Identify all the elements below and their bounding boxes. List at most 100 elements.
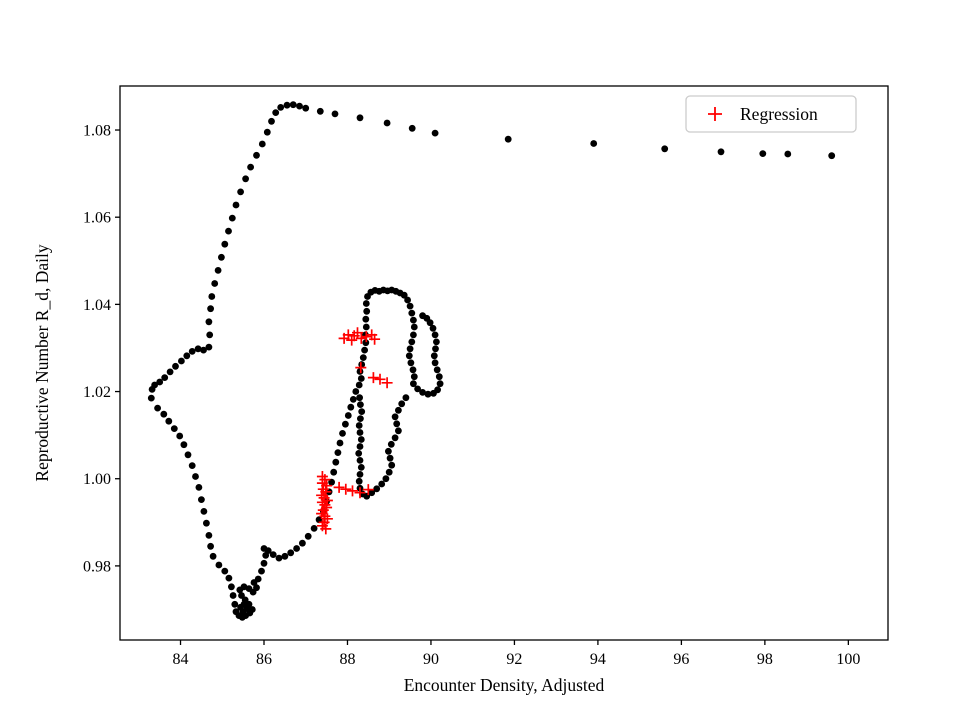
- data-point: [391, 434, 399, 442]
- x-tick-label: 86: [256, 651, 272, 668]
- data-point: [156, 378, 164, 386]
- data-point: [228, 214, 236, 222]
- data-point: [228, 583, 235, 591]
- data-point: [206, 331, 214, 339]
- data-point: [408, 338, 416, 346]
- regression-marker: [355, 332, 367, 344]
- data-point: [344, 412, 352, 419]
- legend-frame: [685, 95, 857, 133]
- data-point: [363, 307, 371, 315]
- data-point: [784, 150, 792, 158]
- data-point: [357, 401, 364, 408]
- data-point: [232, 201, 240, 209]
- data-point: [435, 373, 443, 381]
- data-point: [268, 117, 275, 125]
- regression-marker: [347, 485, 358, 497]
- data-point: [176, 432, 184, 440]
- data-point: [328, 478, 335, 486]
- x-tick-label: 94: [590, 651, 606, 668]
- x-tick-label: 96: [673, 651, 689, 668]
- data-point: [225, 227, 232, 235]
- data-point: [409, 366, 417, 374]
- data-point: [406, 345, 414, 353]
- y-tick-label: 0.98: [83, 558, 111, 575]
- y-tick-label: 1.06: [83, 210, 111, 227]
- data-point: [433, 338, 440, 346]
- data-point: [410, 331, 417, 339]
- data-point: [299, 539, 306, 547]
- data-point: [151, 381, 159, 389]
- data-point: [414, 385, 421, 393]
- data-point: [221, 240, 229, 248]
- x-tick-label: 92: [506, 651, 522, 668]
- data-point: [386, 454, 394, 462]
- x-tick-label: 84: [173, 651, 189, 668]
- data-point: [293, 545, 300, 552]
- data-point: [352, 388, 360, 395]
- data-point: [355, 381, 363, 389]
- data-point: [407, 359, 415, 367]
- data-point: [355, 450, 363, 457]
- data-point: [331, 110, 339, 118]
- data-point: [419, 389, 426, 396]
- data-point: [194, 345, 202, 353]
- data-point: [231, 600, 239, 608]
- series-regression: [316, 327, 393, 535]
- data-point: [504, 135, 512, 143]
- data-point: [275, 554, 283, 562]
- data-points-layer: [147, 101, 836, 621]
- data-point: [432, 345, 439, 353]
- legend-label: Regression: [740, 104, 818, 124]
- data-point: [362, 323, 370, 331]
- data-point: [433, 366, 441, 374]
- data-point: [287, 549, 295, 557]
- regression-marker: [374, 373, 386, 385]
- data-point: [382, 475, 390, 483]
- data-point: [316, 107, 324, 115]
- data-point: [277, 104, 285, 111]
- data-point: [410, 380, 417, 388]
- data-point: [357, 436, 365, 443]
- y-axis-label: Reproductive Number R_d, Daily: [32, 244, 52, 481]
- data-point: [378, 480, 386, 488]
- data-point: [410, 316, 417, 324]
- data-point: [334, 449, 342, 456]
- data-point: [393, 420, 401, 428]
- data-point: [178, 357, 185, 365]
- data-point: [356, 457, 364, 464]
- data-point: [200, 508, 208, 515]
- data-point: [260, 559, 268, 567]
- data-point: [180, 441, 188, 449]
- data-point: [165, 417, 173, 425]
- data-point: [221, 567, 229, 575]
- data-point: [154, 404, 162, 412]
- data-point: [436, 380, 444, 388]
- x-tick-label: 90: [423, 651, 439, 668]
- data-point: [281, 552, 289, 560]
- data-point: [357, 415, 364, 422]
- data-point: [183, 352, 191, 360]
- regression-marker: [381, 377, 393, 389]
- data-point: [215, 561, 223, 569]
- data-point: [330, 468, 338, 476]
- data-point: [398, 400, 406, 408]
- data-point: [661, 145, 669, 153]
- data-point: [349, 396, 357, 403]
- regression-marker: [369, 333, 381, 345]
- data-point: [208, 293, 216, 300]
- data-point: [207, 305, 215, 313]
- data-point: [258, 567, 265, 575]
- data-point: [225, 574, 233, 582]
- data-point: [218, 253, 225, 261]
- data-point: [424, 390, 432, 398]
- data-point: [391, 413, 399, 421]
- data-point: [590, 140, 598, 147]
- data-point: [717, 148, 725, 156]
- data-point: [205, 318, 213, 326]
- regression-marker: [320, 523, 332, 535]
- data-point: [304, 532, 312, 540]
- regression-marker: [354, 487, 366, 499]
- regression-marker: [352, 327, 363, 339]
- data-point: [184, 451, 192, 459]
- data-point: [431, 331, 439, 339]
